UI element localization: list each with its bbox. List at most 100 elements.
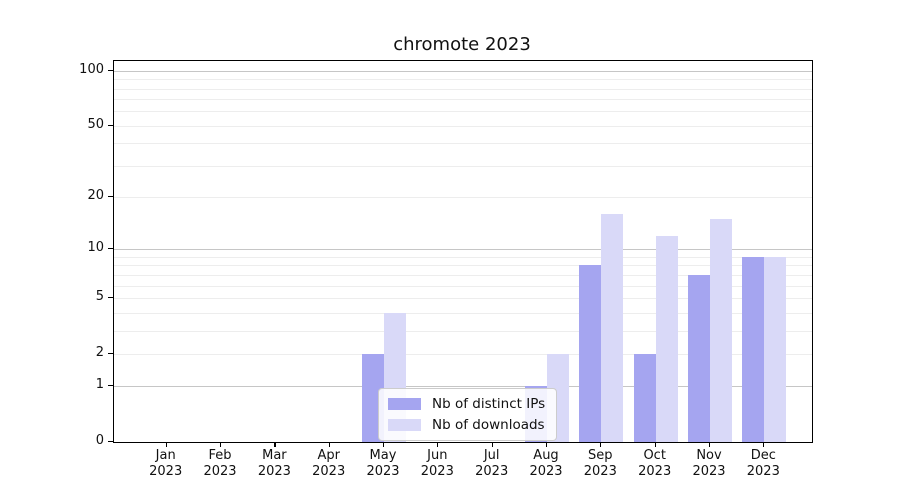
minor-gridline: [114, 79, 812, 81]
major-gridline: [114, 70, 812, 72]
x-tick-year: 2023: [583, 464, 617, 479]
bar-ips-sep: [579, 265, 602, 442]
minor-gridline: [114, 312, 812, 314]
x-tick-mark: [274, 442, 276, 447]
x-tick-label-jun: Jun 2023: [407, 448, 467, 480]
legend: Nb of distinct IPs Nb of downloads: [378, 388, 558, 441]
x-tick-mark: [491, 442, 493, 447]
y-tick-label: 10: [87, 240, 104, 256]
x-tick-label-feb: Feb 2023: [190, 448, 250, 480]
y-tick-label: 1: [95, 377, 104, 393]
x-tick-year: 2023: [746, 464, 780, 479]
x-tick-mark: [328, 442, 330, 447]
bar-ips-oct: [633, 353, 656, 442]
x-tick-label-sep: Sep 2023: [570, 448, 630, 480]
minor-gridline: [114, 88, 812, 90]
x-tick-label-apr: Apr 2023: [299, 448, 359, 480]
x-tick-label-dec: Dec 2023: [733, 448, 793, 480]
bar-downloads-sep: [601, 214, 624, 442]
x-tick-mark: [383, 442, 385, 447]
x-tick-label-jul: Jul 2023: [462, 448, 522, 480]
y-tick-mark: [108, 385, 113, 387]
legend-item-1: Nb of downloads: [388, 417, 545, 433]
x-tick-year: 2023: [529, 464, 563, 479]
minor-gridline: [114, 330, 812, 332]
x-tick-mark: [600, 442, 602, 447]
x-tick-mark: [546, 442, 548, 447]
minor-gridline: [114, 256, 812, 258]
y-tick-label: 100: [79, 61, 104, 77]
minor-gridline: [114, 125, 812, 127]
x-tick-mark: [763, 442, 765, 447]
legend-item-0: Nb of distinct IPs: [388, 396, 545, 412]
x-tick-month: Dec: [750, 448, 776, 463]
y-tick-label: 50: [87, 116, 104, 132]
x-tick-mark: [220, 442, 222, 447]
minor-gridline: [114, 285, 812, 287]
x-tick-month: Oct: [643, 448, 666, 463]
x-tick-month: Apr: [317, 448, 340, 463]
minor-gridline: [114, 111, 812, 113]
minor-gridline: [114, 99, 812, 101]
x-tick-month: Mar: [262, 448, 287, 463]
x-tick-year: 2023: [638, 464, 672, 479]
y-tick-label: 0: [95, 433, 104, 448]
x-tick-mark: [709, 442, 711, 447]
x-tick-mark: [654, 442, 656, 447]
y-tick-mark: [108, 196, 113, 198]
bar-ips-dec: [742, 256, 765, 442]
legend-swatch: [388, 419, 421, 431]
x-tick-month: Sep: [588, 448, 613, 463]
y-tick-mark: [108, 352, 113, 354]
x-tick-label-aug: Aug 2023: [516, 448, 576, 480]
x-tick-label-jan: Jan 2023: [136, 448, 196, 480]
x-tick-month: Jun: [427, 448, 448, 463]
y-tick-mark: [108, 69, 113, 71]
y-tick-mark: [108, 248, 113, 250]
x-tick-year: 2023: [692, 464, 726, 479]
minor-gridline: [114, 297, 812, 299]
major-gridline: [114, 249, 812, 251]
minor-gridline: [114, 265, 812, 267]
x-tick-label-nov: Nov 2023: [679, 448, 739, 480]
x-tick-year: 2023: [475, 464, 509, 479]
x-tick-month: Jan: [155, 448, 176, 463]
x-tick-month: Aug: [533, 448, 559, 463]
x-tick-label-oct: Oct 2023: [625, 448, 685, 480]
x-tick-label-may: May 2023: [353, 448, 413, 480]
minor-gridline: [114, 197, 812, 199]
x-tick-year: 2023: [257, 464, 291, 479]
x-tick-year: 2023: [149, 464, 183, 479]
x-tick-year: 2023: [203, 464, 237, 479]
x-tick-label-mar: Mar 2023: [244, 448, 304, 480]
chart-title: chromote 2023: [393, 34, 531, 55]
x-tick-year: 2023: [366, 464, 400, 479]
x-tick-year: 2023: [312, 464, 346, 479]
bar-downloads-oct: [655, 235, 678, 442]
minor-gridline: [114, 353, 812, 355]
x-tick-month: Nov: [696, 448, 722, 463]
legend-label: Nb of downloads: [432, 417, 545, 433]
legend-swatch: [388, 398, 421, 410]
minor-gridline: [114, 274, 812, 276]
bar-downloads-dec: [764, 256, 787, 442]
x-tick-month: Feb: [208, 448, 232, 463]
y-tick-label: 20: [87, 188, 104, 204]
legend-label: Nb of distinct IPs: [432, 396, 546, 412]
x-tick-month: Jul: [483, 448, 500, 463]
bar-ips-nov: [688, 274, 710, 442]
y-tick-mark: [108, 441, 113, 443]
x-tick-month: May: [369, 448, 397, 463]
y-tick-label: 2: [95, 344, 104, 360]
bar-downloads-nov: [710, 219, 732, 442]
y-tick-mark: [108, 296, 113, 299]
x-tick-year: 2023: [420, 464, 454, 479]
major-gridline: [114, 386, 812, 388]
plot-area: [113, 60, 813, 443]
minor-gridline: [114, 143, 812, 145]
y-tick-label: 5: [95, 288, 104, 304]
x-tick-mark: [437, 442, 439, 447]
minor-gridline: [114, 165, 812, 167]
x-tick-mark: [165, 442, 167, 447]
